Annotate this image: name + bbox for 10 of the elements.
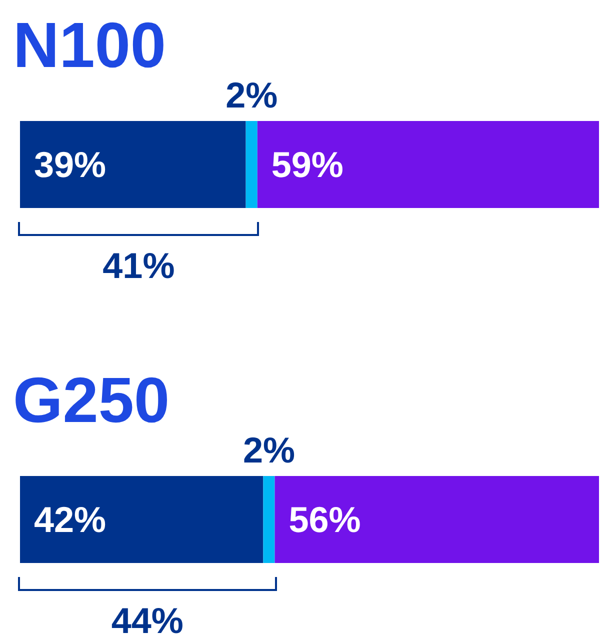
data-label: 56%	[288, 499, 361, 540]
text: 44%	[110, 600, 184, 641]
data-label: 2%	[226, 74, 278, 116]
data-label: 59%	[271, 144, 344, 185]
data-label: 42%	[34, 499, 106, 540]
data-label: 2%	[242, 430, 295, 470]
chart-title: G250	[13, 364, 170, 436]
text: 41%	[102, 245, 176, 286]
data-label: 39%	[34, 144, 106, 185]
chart-title: N100	[13, 9, 166, 81]
